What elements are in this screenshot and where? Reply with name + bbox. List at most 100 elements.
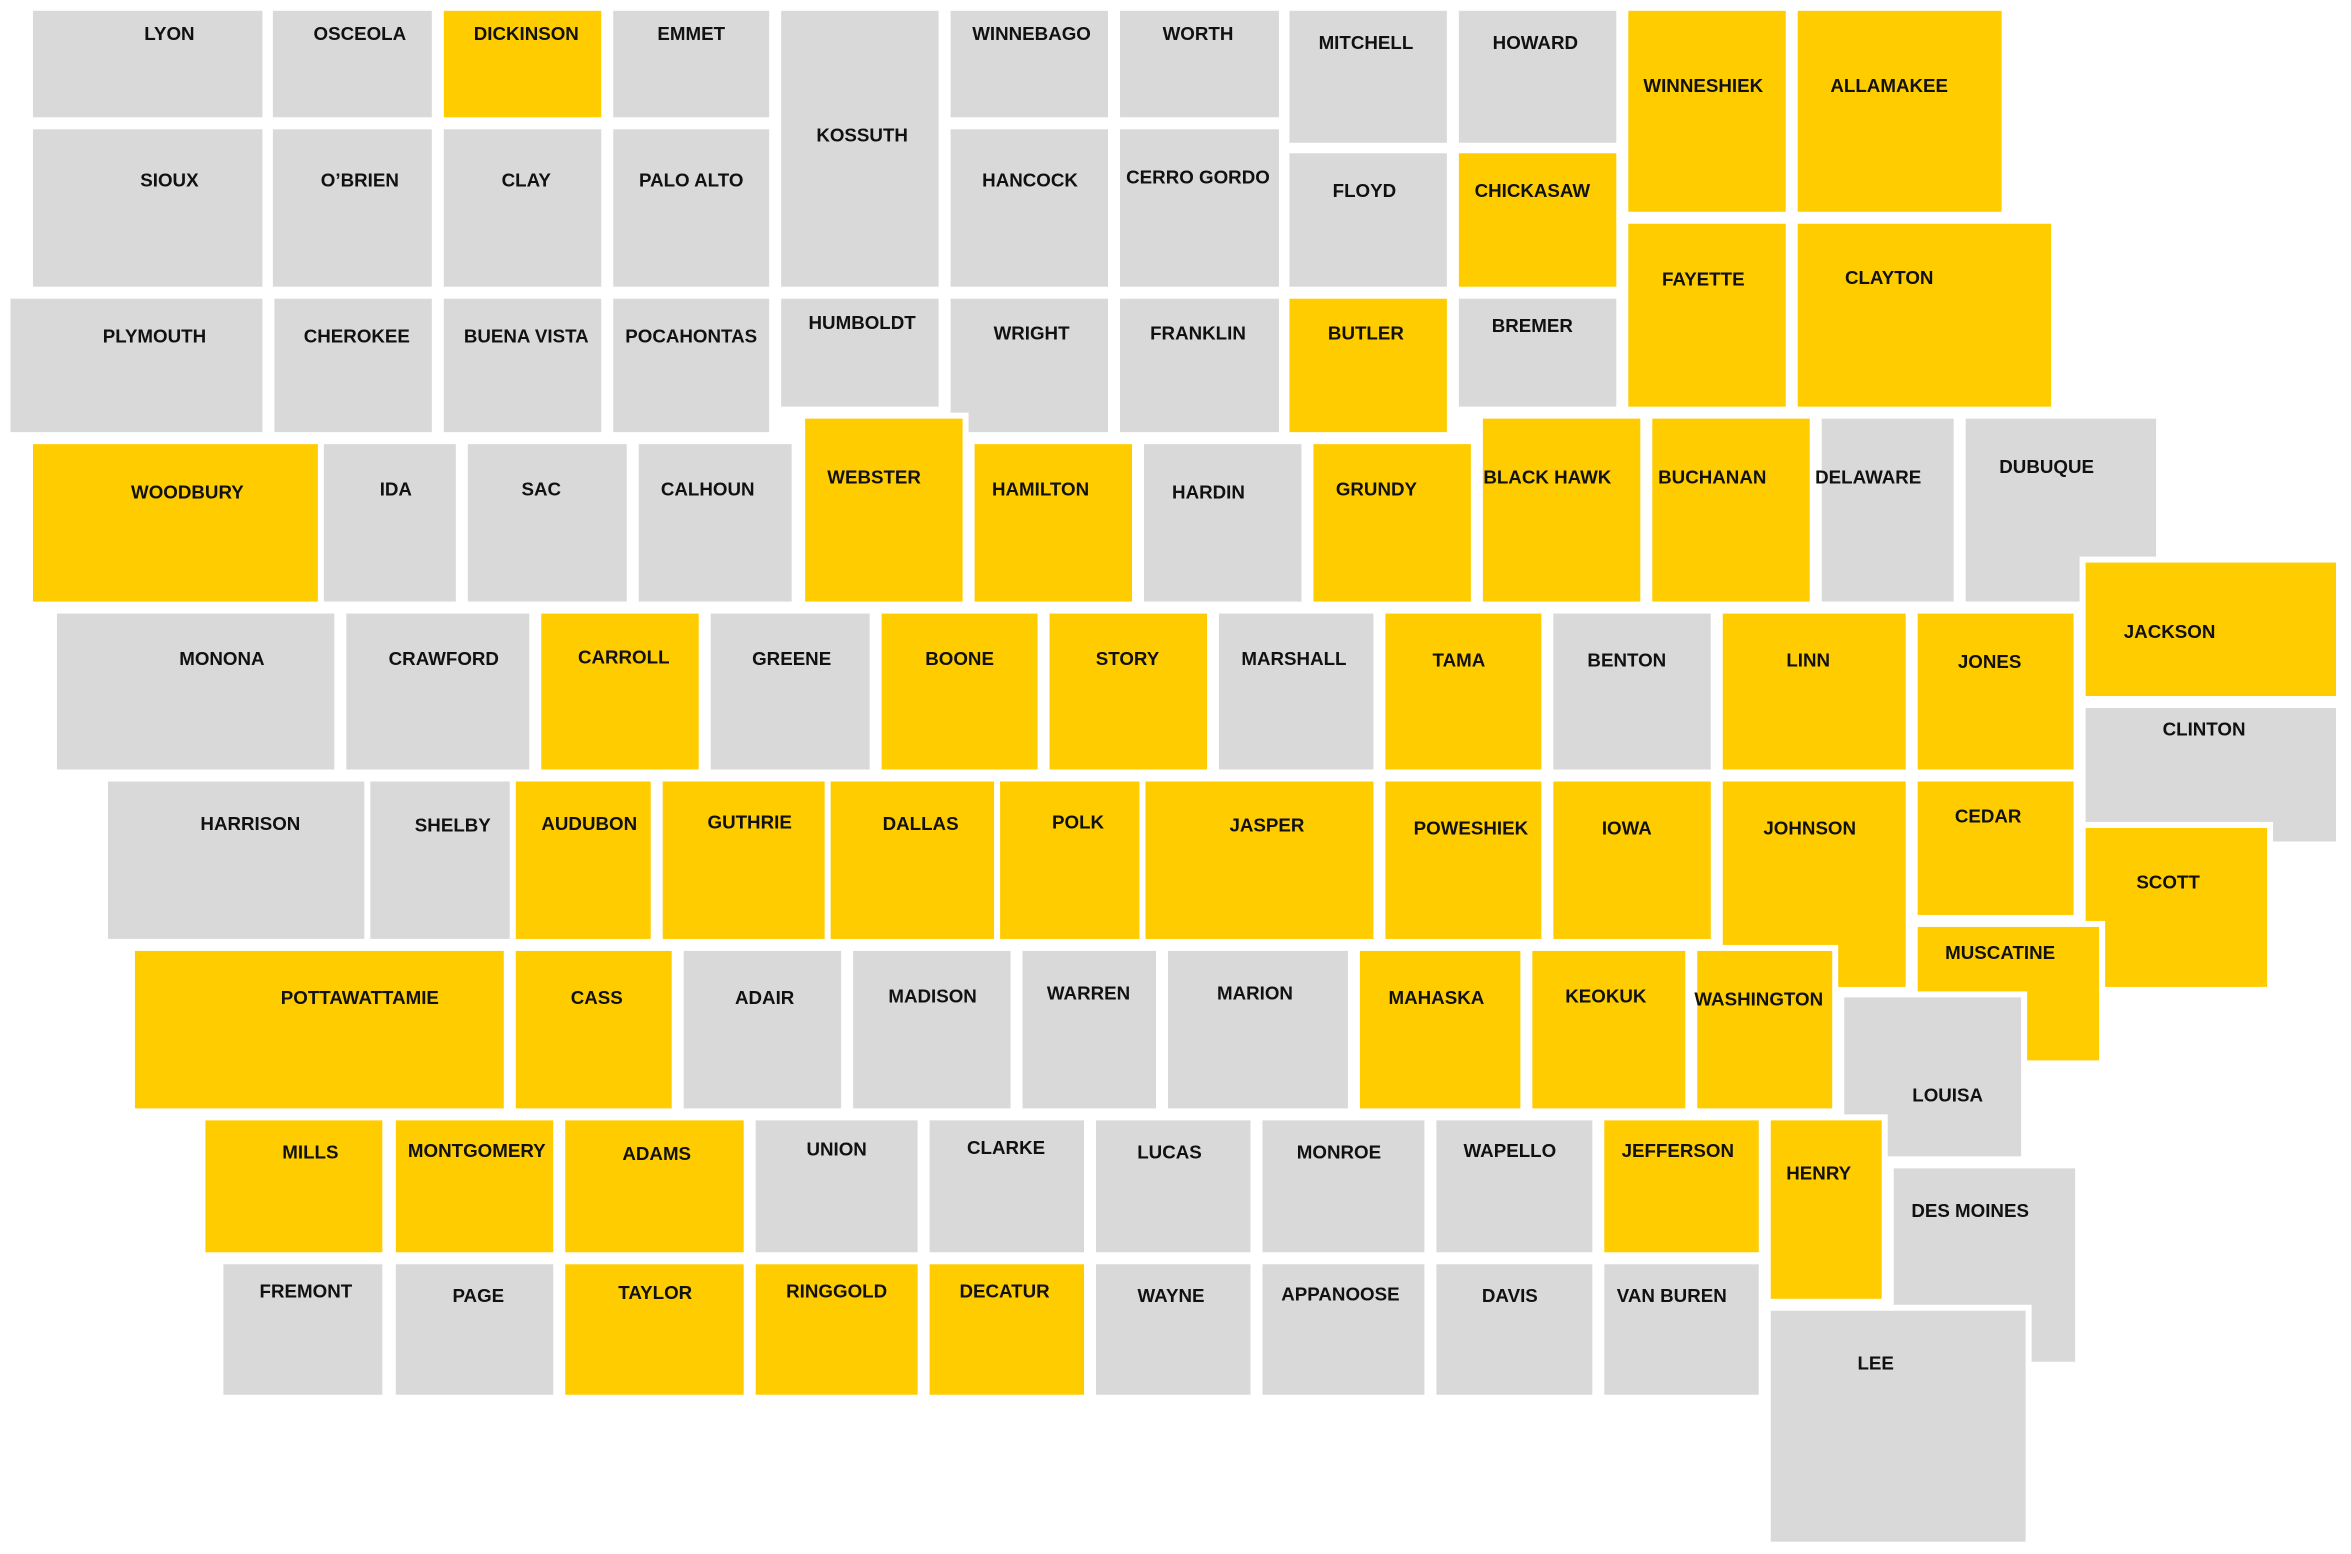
county-label: POLK <box>1052 811 1105 832</box>
county-label: CHICKASAW <box>1475 180 1591 201</box>
county-label: MARION <box>1217 982 1293 1003</box>
county <box>1716 607 1912 776</box>
county-label: KOSSUTH <box>816 125 908 146</box>
county <box>1114 4 1285 124</box>
county-label: FLOYD <box>1333 180 1397 201</box>
county-label: LYON <box>144 23 194 44</box>
county-label: DUBUQUE <box>1999 456 2094 477</box>
county <box>1379 607 1548 776</box>
county-label: KEOKUK <box>1565 985 1647 1006</box>
county-label: BUCHANAN <box>1658 467 1766 488</box>
county-label: SCOTT <box>2136 871 2200 892</box>
county-label: JACKSON <box>2124 621 2216 642</box>
county-label: WINNEBAGO <box>972 23 1091 44</box>
county <box>4 292 269 439</box>
county-label: BENTON <box>1587 650 1666 671</box>
county <box>775 4 945 293</box>
county-label: DICKINSON <box>474 23 579 44</box>
county <box>1430 1258 1599 1401</box>
county-label: FRANKLIN <box>1150 323 1246 344</box>
county-label: GRUNDY <box>1336 479 1418 500</box>
county <box>2079 821 2274 993</box>
county <box>268 292 438 439</box>
county <box>1452 292 1623 413</box>
county-label: BUTLER <box>1328 323 1404 344</box>
county <box>199 1114 389 1259</box>
county <box>1622 217 1792 413</box>
county <box>1476 412 1647 608</box>
county <box>1452 4 1623 149</box>
county <box>1764 1114 1888 1305</box>
county-label: DES MOINES <box>1911 1200 2029 1221</box>
county-label: MONONA <box>179 648 265 669</box>
county <box>944 4 1115 124</box>
county-label: HARRISON <box>200 813 300 834</box>
county-label: JONES <box>1958 651 2022 672</box>
county-label: LEE <box>1857 1353 1893 1374</box>
county-label: SHELBY <box>415 814 491 835</box>
county-label: GUTHRIE <box>708 811 792 832</box>
county-label: WRIGHT <box>994 323 1071 344</box>
county <box>1139 775 1380 945</box>
county-label: GREENE <box>752 648 831 669</box>
county <box>1452 147 1623 293</box>
county-label: MONTGOMERY <box>408 1140 546 1161</box>
county-label: BREMER <box>1492 315 1574 336</box>
county <box>632 438 798 608</box>
county-label: ADAIR <box>735 987 795 1008</box>
county <box>26 4 269 124</box>
county-label: CERRO GORDO <box>1126 167 1270 188</box>
county <box>26 123 269 293</box>
county <box>1598 1258 1765 1401</box>
county <box>101 775 390 945</box>
county <box>607 292 776 439</box>
county <box>509 944 678 1115</box>
county <box>944 123 1115 293</box>
county <box>1283 147 1453 293</box>
county <box>1114 292 1285 439</box>
county-labels: LYON OSCEOLA DICKINSON EMMET KOSSUTH WINNEBAG… <box>103 23 2246 1374</box>
county-label: CLINTON <box>2163 718 2246 739</box>
county-label: RINGGOLD <box>786 1281 887 1302</box>
county-label: LOUISA <box>1912 1084 1983 1105</box>
county-label: JOHNSON <box>1763 817 1856 838</box>
county <box>437 292 608 439</box>
county <box>437 123 608 293</box>
county-label: BOONE <box>925 648 994 669</box>
county-label: WARREN <box>1047 982 1130 1003</box>
county <box>1162 944 1354 1115</box>
county-label: CEDAR <box>1955 805 2022 826</box>
county <box>559 1258 750 1401</box>
county-label: OSCEOLA <box>314 23 407 44</box>
county-label: HARDIN <box>1172 482 1245 503</box>
county <box>1090 1114 1257 1259</box>
county-label: IDA <box>380 479 413 500</box>
county <box>2079 702 2343 848</box>
county <box>217 1258 389 1401</box>
county-label: PAGE <box>452 1285 504 1306</box>
county-label: WINNESHIEK <box>1643 75 1763 96</box>
county-label: DECATUR <box>959 1281 1050 1302</box>
county <box>1646 412 1816 608</box>
county-label: POTTAWATTAMIE <box>281 987 439 1008</box>
county <box>364 775 536 945</box>
county-label: VAN BUREN <box>1617 1285 1727 1306</box>
county <box>1256 1258 1431 1401</box>
county-label: FAYETTE <box>1662 269 1745 290</box>
county-label: MARSHALL <box>1241 648 1346 669</box>
county-label: ADAMS <box>622 1143 691 1164</box>
county <box>656 775 848 945</box>
county <box>1430 1114 1599 1259</box>
county-label: WAPELLO <box>1464 1140 1557 1161</box>
county-label: CLAYTON <box>1845 267 1934 288</box>
county <box>1114 123 1285 293</box>
county <box>1138 438 1308 608</box>
county-label: HANCOCK <box>982 170 1078 191</box>
county-label: TAYLOR <box>618 1282 692 1303</box>
county <box>775 292 945 413</box>
county <box>875 607 1044 776</box>
county <box>749 1258 924 1401</box>
county <box>607 4 776 124</box>
